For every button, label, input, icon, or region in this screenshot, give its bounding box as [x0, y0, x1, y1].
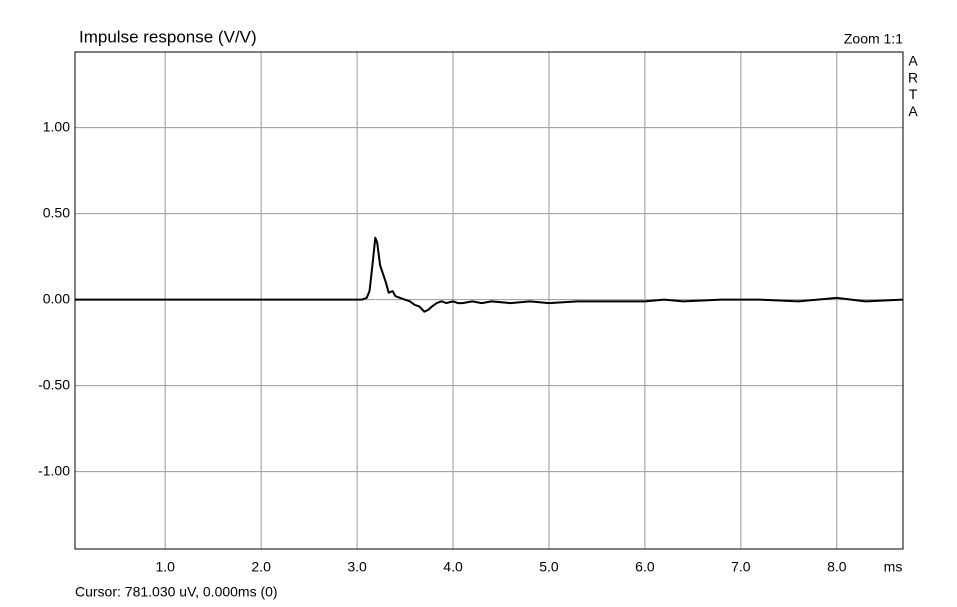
watermark-letter: T [909, 86, 918, 102]
watermark-letter: R [908, 69, 918, 85]
chart-title: Impulse response (V/V) [79, 27, 257, 46]
x-tick-label: 4.0 [443, 559, 463, 575]
x-axis-label: ms [884, 559, 903, 575]
y-tick-label: -0.50 [38, 376, 70, 392]
x-tick-label: 5.0 [539, 559, 559, 575]
x-tick-label: 1.0 [155, 559, 175, 575]
cursor-readout: Cursor: 781.030 uV, 0.000ms (0) [75, 584, 278, 600]
x-tick-label: 3.0 [347, 559, 367, 575]
x-tick-label: 2.0 [251, 559, 271, 575]
x-tick-label: 7.0 [731, 559, 751, 575]
x-tick-label: 8.0 [827, 559, 847, 575]
y-tick-label: 0.50 [43, 204, 70, 220]
watermark-letter: A [908, 53, 918, 69]
x-tick-label: 6.0 [635, 559, 655, 575]
y-tick-label: 0.00 [43, 290, 70, 306]
y-tick-label: 1.00 [43, 118, 70, 134]
watermark-letter: A [908, 103, 918, 119]
zoom-label: Zoom 1:1 [844, 31, 903, 47]
impulse-line [75, 236, 904, 313]
y-tick-label: -1.00 [38, 462, 70, 478]
